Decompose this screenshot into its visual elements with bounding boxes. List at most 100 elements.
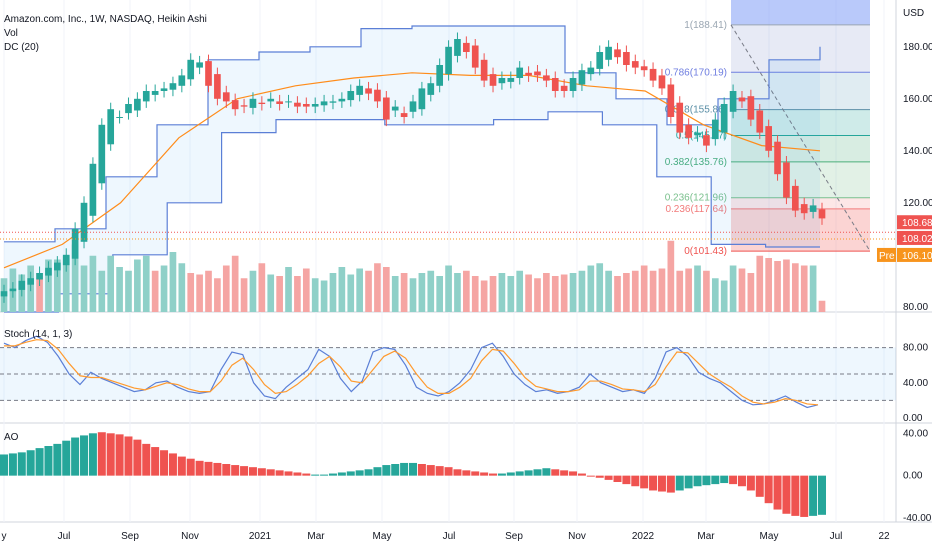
volume-bar: [151, 270, 159, 312]
volume-bar: [98, 270, 106, 312]
ao-bar: [497, 473, 506, 476]
price-axes[interactable]: 180.00 160.00 140.00 120.00 80.00 80.00 40.00 0…: [2, 42, 932, 542]
candle-body: [294, 102, 301, 107]
ao-bar: [711, 475, 720, 485]
ao-bar: [524, 470, 533, 476]
candle-body: [329, 101, 337, 103]
volume-bar: [578, 270, 586, 312]
candle-body: [107, 109, 115, 145]
volume-bar: [347, 274, 355, 312]
ao-bar: [275, 470, 284, 476]
volume-bar: [534, 278, 541, 312]
volume-bar: [374, 263, 381, 312]
volume-bar: [765, 258, 772, 312]
candle-body: [400, 113, 408, 117]
volume-bar: [320, 280, 328, 312]
candle-body: [187, 59, 195, 80]
price-tick-label: 80.00: [903, 302, 928, 313]
volume-bar: [302, 268, 310, 312]
ao-bar: [337, 472, 346, 476]
price-tick-label: 180.00: [903, 42, 932, 53]
volume-bar: [329, 273, 337, 312]
volume-bar: [471, 276, 479, 312]
legend-dc[interactable]: DC (20): [4, 42, 39, 53]
ao-bar: [649, 475, 658, 491]
candle-body: [62, 254, 70, 266]
candle-body: [489, 74, 497, 86]
ao-bar: [684, 475, 693, 489]
volume-bar: [543, 273, 550, 312]
volume-bar: [551, 276, 559, 312]
candle-body: [631, 61, 639, 68]
ao-bar: [204, 461, 213, 476]
volume-bar: [125, 270, 132, 312]
ao-bar: [88, 433, 97, 476]
legend-main[interactable]: Amazon.com, Inc., 1W, NASDAQ, Heikin Ash…: [4, 14, 207, 25]
volume-bar: [276, 276, 283, 312]
volume-bar: [454, 273, 461, 312]
volume-bar: [605, 270, 612, 312]
time-tick-label: Sep: [505, 531, 523, 542]
candle-body: [178, 75, 186, 86]
ao-bar: [675, 475, 684, 491]
volume-bar: [222, 265, 230, 312]
candle-body: [45, 267, 52, 276]
volume-bar: [142, 255, 150, 312]
ao-bar: [8, 453, 17, 476]
time-tick-label: Mar: [307, 531, 325, 542]
time-tick-label: Nov: [181, 531, 199, 542]
ao-bar: [364, 469, 373, 476]
ao-bar: [186, 458, 195, 476]
stochastic-panel: [0, 335, 896, 409]
pre-tag-box: [877, 247, 896, 262]
volume-bar: [809, 265, 817, 312]
ao-bar: [400, 462, 409, 476]
ao-bar: [515, 471, 524, 476]
ao-bar: [391, 464, 400, 476]
fib-level-label: 0.618(155.86): [665, 105, 727, 116]
ao-bar: [355, 470, 364, 476]
currency-label: USD: [903, 8, 924, 19]
candle-body: [578, 70, 586, 85]
ao-bar: [0, 454, 9, 476]
volume-bar: [738, 268, 746, 312]
ao-bar: [577, 473, 586, 476]
volume-bar: [409, 278, 417, 312]
volume-bar: [36, 273, 43, 312]
candle-body: [347, 91, 355, 101]
volume-bar: [178, 263, 186, 312]
candle-body: [125, 104, 132, 114]
ao-bar: [346, 471, 355, 476]
time-tick-label: 2022: [632, 531, 655, 542]
candle-body: [54, 262, 61, 271]
ao-bar: [551, 469, 560, 476]
ao-bar: [569, 471, 578, 476]
ao-bar: [222, 464, 231, 476]
stoch-d-line: [4, 339, 819, 406]
ao-bar: [248, 467, 257, 476]
ao-bar: [426, 465, 435, 476]
volume-bar: [116, 267, 123, 312]
ao-bar: [782, 475, 791, 514]
ao-bar: [480, 472, 489, 476]
volume-bar: [365, 270, 372, 312]
volume-bar: [214, 278, 221, 312]
candle-body: [463, 42, 470, 52]
ao-bar: [408, 462, 418, 476]
volume-bar: [169, 252, 177, 312]
volume-bar: [489, 276, 497, 312]
legend-ao[interactable]: AO: [4, 432, 19, 443]
candle-body: [382, 97, 390, 120]
ao-bar: [35, 448, 44, 476]
fibonacci-retracement[interactable]: 1(188.41) 0.786(170.19) 0.618(155.86) 0.5(1…: [665, 0, 871, 257]
price-tag-box: [897, 247, 932, 262]
candle-body: [800, 204, 808, 214]
ao-bar: [613, 475, 622, 482]
candle-body: [205, 61, 212, 86]
donchian-basis: [3, 72, 821, 269]
legend-vol[interactable]: Vol: [4, 28, 18, 39]
volume-bar: [676, 270, 684, 312]
volume-bar: [382, 267, 390, 312]
legend-stoch[interactable]: Stoch (14, 1, 3): [4, 329, 72, 340]
